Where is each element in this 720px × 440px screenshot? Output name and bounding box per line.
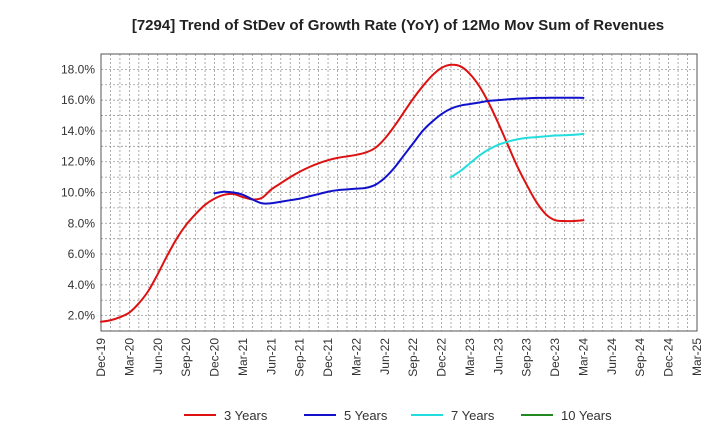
y-axis-ticks: 2.0% 4.0% 6.0% 8.0% 10.0% 12.0% 14.0% 16.0% 18.0… bbox=[61, 62, 95, 322]
x-tick-label: Mar-20 bbox=[122, 338, 136, 376]
x-tick-label: Sep-20 bbox=[179, 338, 193, 377]
y-tick-label: 6.0% bbox=[68, 247, 96, 261]
x-tick-label: Dec-21 bbox=[321, 338, 335, 377]
legend-label-5-years: 5 Years bbox=[344, 408, 388, 423]
x-tick-label: Sep-22 bbox=[406, 338, 420, 377]
legend-label-10-years: 10 Years bbox=[561, 408, 612, 423]
x-tick-label: Dec-24 bbox=[662, 338, 676, 377]
x-tick-label: Jun-23 bbox=[491, 338, 505, 375]
x-tick-label: Dec-23 bbox=[548, 338, 562, 377]
x-tick-label: Mar-22 bbox=[349, 338, 363, 376]
y-tick-label: 16.0% bbox=[61, 93, 95, 107]
x-tick-label: Mar-21 bbox=[236, 338, 250, 376]
legend: 3 Years 5 Years 7 Years 10 Years bbox=[184, 408, 612, 423]
chart-title: [7294] Trend of StDev of Growth Rate (Yo… bbox=[132, 17, 664, 34]
x-tick-label: Mar-23 bbox=[463, 338, 477, 376]
plot-area bbox=[100, 53, 698, 332]
y-tick-label: 18.0% bbox=[61, 62, 95, 76]
y-tick-label: 2.0% bbox=[68, 309, 96, 323]
y-tick-label: 4.0% bbox=[68, 278, 96, 292]
x-tick-label: Sep-23 bbox=[520, 338, 534, 377]
y-tick-label: 14.0% bbox=[61, 124, 95, 138]
y-tick-label: 10.0% bbox=[61, 186, 95, 200]
series-line-3-years bbox=[100, 63, 585, 323]
x-tick-label: Jun-24 bbox=[605, 338, 619, 375]
gridlines bbox=[100, 53, 698, 332]
x-tick-label: Sep-24 bbox=[633, 338, 647, 377]
x-tick-label: Mar-25 bbox=[690, 338, 704, 376]
x-tick-label: Jun-21 bbox=[264, 338, 278, 375]
x-tick-label: Dec-22 bbox=[435, 338, 449, 377]
y-tick-label: 8.0% bbox=[68, 216, 96, 230]
x-tick-label: Jun-20 bbox=[151, 338, 165, 375]
x-tick-label: Mar-24 bbox=[576, 338, 590, 376]
series-line-7-years bbox=[450, 133, 585, 179]
x-tick-label: Jun-22 bbox=[378, 338, 392, 375]
x-tick-label: Dec-20 bbox=[208, 338, 222, 377]
y-tick-label: 12.0% bbox=[61, 155, 95, 169]
legend-label-3-years: 3 Years bbox=[224, 408, 268, 423]
x-tick-label: Dec-19 bbox=[94, 338, 108, 377]
x-tick-label: Sep-21 bbox=[293, 338, 307, 377]
legend-label-7-years: 7 Years bbox=[451, 408, 495, 423]
x-axis-ticks: Dec-19 Mar-20 Jun-20 Sep-20 Dec-20 Mar-21 Jun-… bbox=[94, 338, 704, 377]
series-lines bbox=[100, 63, 585, 323]
series-line-5-years bbox=[213, 96, 585, 205]
